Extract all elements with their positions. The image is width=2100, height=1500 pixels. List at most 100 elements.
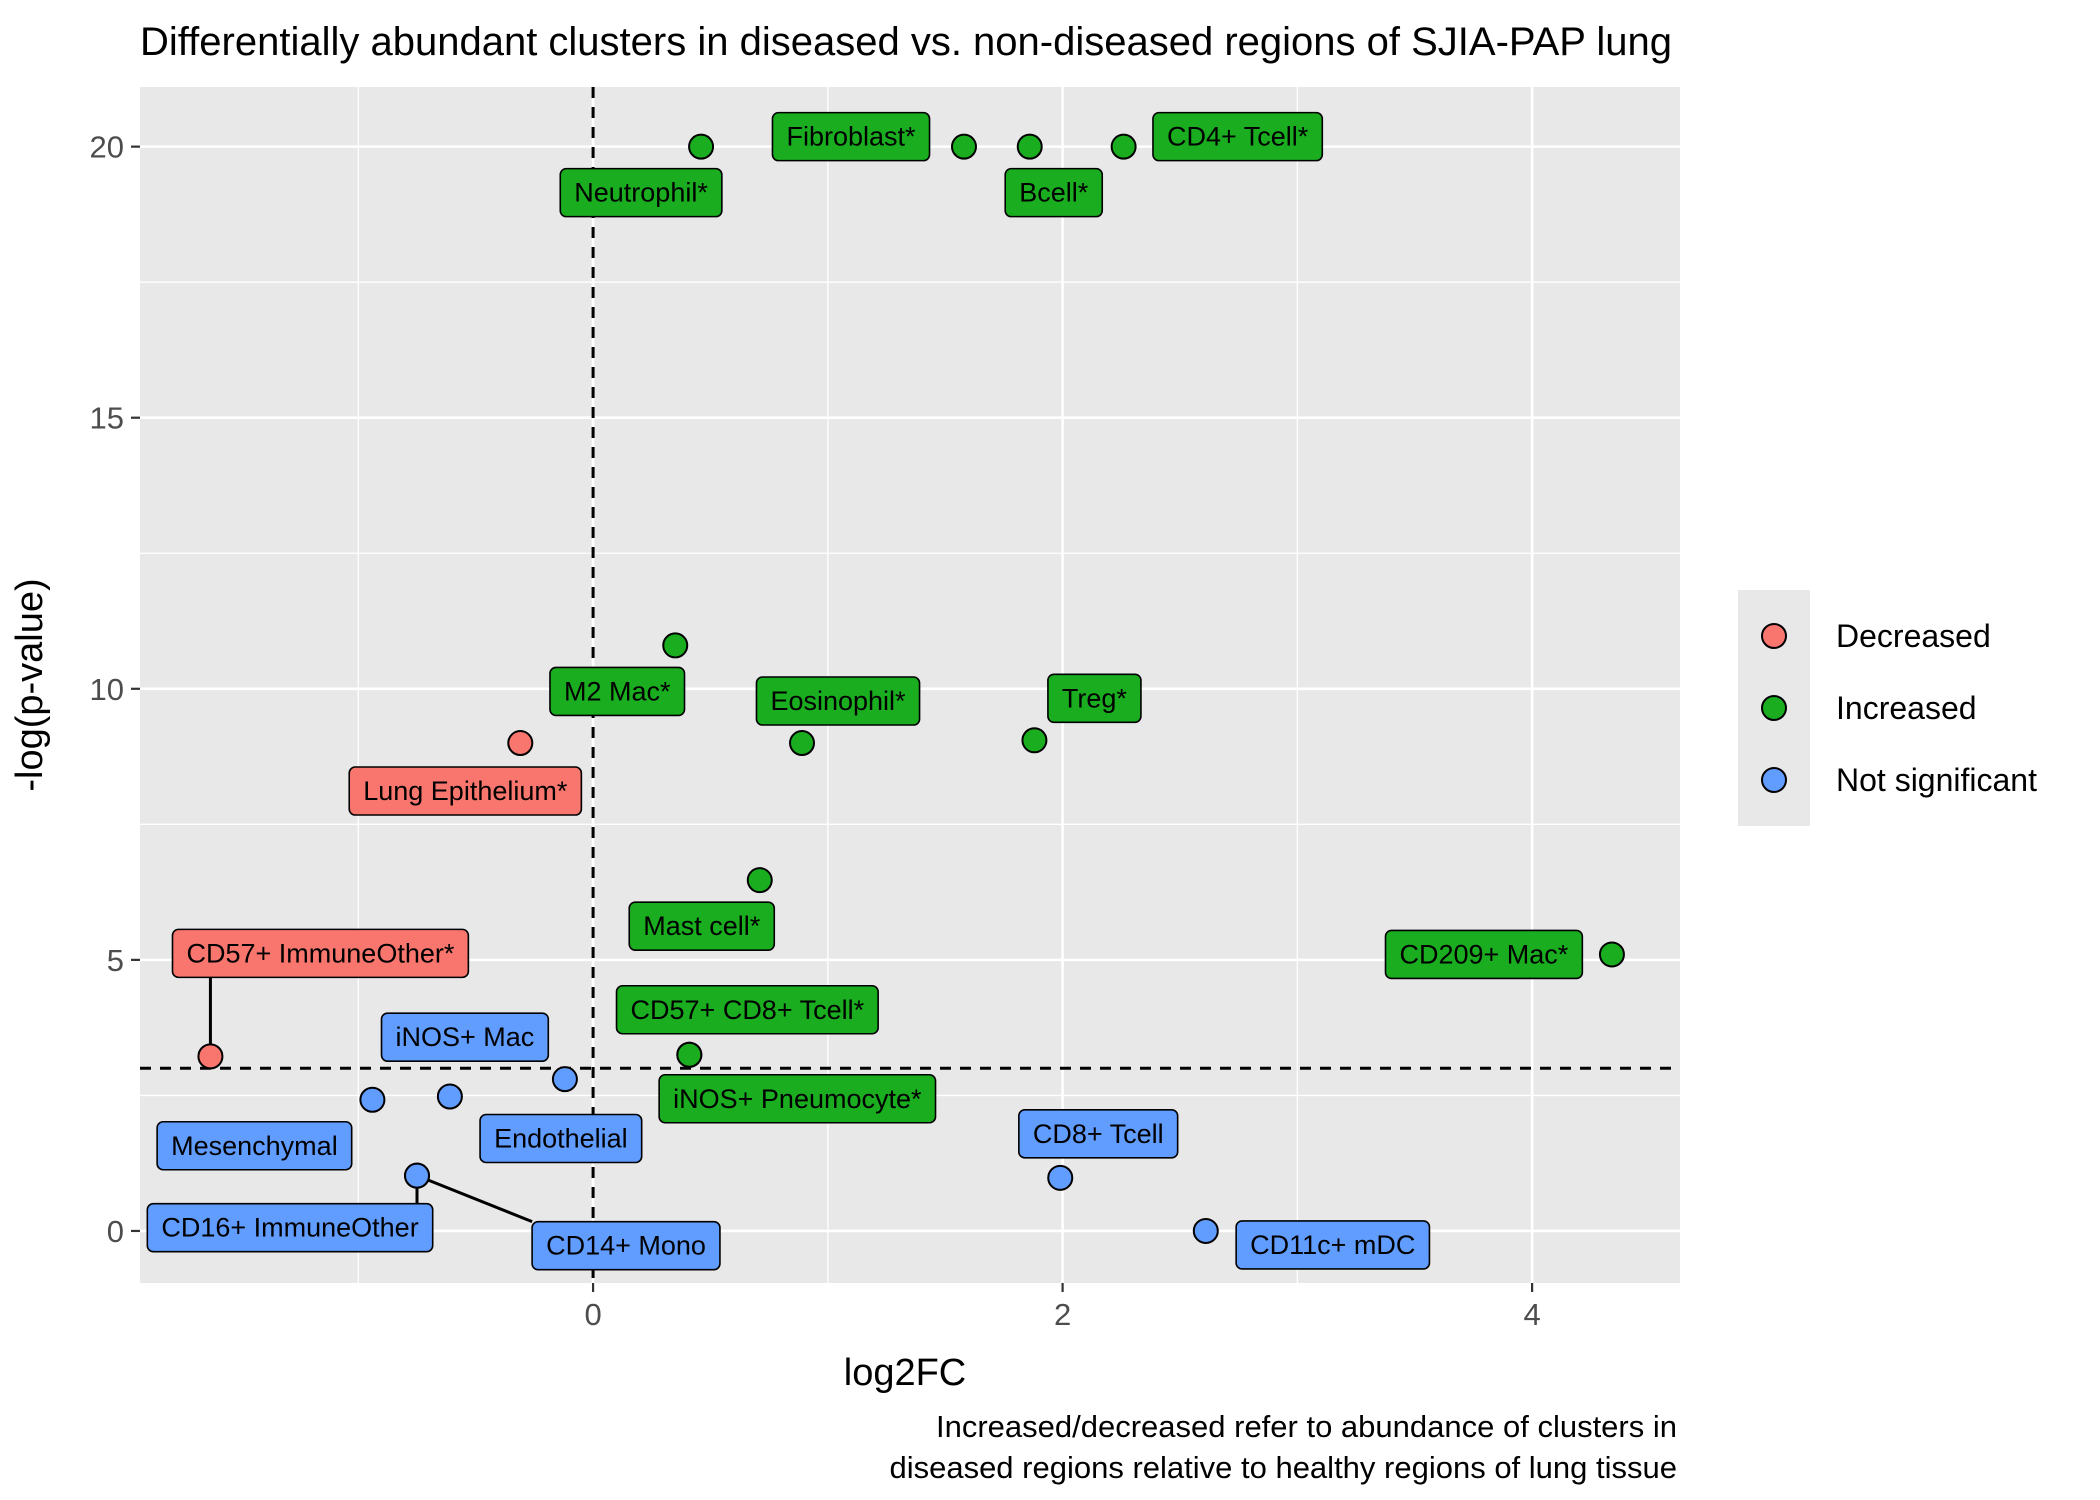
point-cd209-mac bbox=[1598, 941, 1625, 968]
legend-label-decreased: Decreased bbox=[1836, 618, 1991, 654]
point-bcell bbox=[1016, 133, 1043, 160]
point-label-text: CD209+ Mac* bbox=[1399, 939, 1568, 969]
y-tick-label: 15 bbox=[90, 401, 124, 436]
point-mast-cell bbox=[746, 867, 773, 894]
point-lung-epithelium bbox=[507, 730, 534, 757]
point-label-endothelial: Endothelial bbox=[479, 1113, 643, 1164]
point-label-text: CD57+ ImmuneOther* bbox=[186, 938, 454, 968]
point-label-cd4-tcell: CD4+ Tcell* bbox=[1152, 111, 1324, 162]
point-label-lung-epithelium: Lung Epithelium* bbox=[348, 766, 583, 816]
point-label-text: Bcell* bbox=[1019, 178, 1089, 208]
point-label-text: Eosinophil* bbox=[770, 686, 906, 716]
point-m2-mac bbox=[662, 632, 689, 659]
point-label-box bbox=[549, 666, 686, 717]
point-label-text: CD14+ Mono bbox=[546, 1231, 706, 1261]
point-label-cd57-cd8-tcell: CD57+ CD8+ Tcell* bbox=[615, 984, 879, 1035]
point-cd8-tcell bbox=[1047, 1164, 1074, 1191]
point-label-box bbox=[380, 1012, 550, 1062]
point-label-cd57-immuneother: CD57+ ImmuneOther* bbox=[171, 928, 470, 979]
point-labels: Lung Epithelium* CD57+ ImmuneOther* Neutro… bbox=[146, 111, 1584, 1271]
point-treg bbox=[1021, 727, 1048, 754]
point-label-cd8-tcell: CD8+ Tcell bbox=[1018, 1109, 1179, 1159]
point-label-text: CD16+ ImmuneOther bbox=[161, 1213, 418, 1243]
legend-key-not-significant bbox=[1761, 767, 1787, 793]
point-label-fibroblast: Fibroblast* bbox=[771, 111, 931, 162]
point-label-box bbox=[658, 1073, 937, 1124]
point-label-m2-mac: M2 Mac* bbox=[549, 666, 686, 717]
point-label-text: iNOS+ Mac bbox=[396, 1022, 535, 1052]
point-label-box bbox=[755, 676, 921, 726]
legend-label-increased: Increased bbox=[1836, 690, 1977, 726]
point-mesenchymal bbox=[359, 1086, 386, 1113]
point-label-text: Endothelial bbox=[494, 1123, 628, 1153]
point-label-box bbox=[628, 901, 776, 951]
x-tick-label: 2 bbox=[1054, 1297, 1071, 1332]
x-tick-label: 0 bbox=[584, 1297, 601, 1332]
x-axis-title: log2FC bbox=[844, 1352, 967, 1394]
point-fibroblast bbox=[950, 133, 977, 160]
point-neutrophil bbox=[688, 133, 715, 160]
point-inos-pneumocyte bbox=[676, 1041, 703, 1068]
legend-key-increased bbox=[1761, 695, 1787, 721]
point-label-box bbox=[1004, 167, 1104, 218]
point-label-box bbox=[479, 1113, 643, 1164]
point-label-box bbox=[171, 928, 470, 979]
caption-line-2: diseased regions relative to healthy reg… bbox=[889, 1450, 1677, 1485]
point-label-box bbox=[1047, 673, 1142, 724]
point-label-text: Fibroblast* bbox=[786, 122, 916, 152]
point-label-box bbox=[615, 984, 879, 1035]
threshold-lines bbox=[140, 87, 1680, 1283]
y-axis-title: -log(p-value) bbox=[9, 578, 51, 791]
point-label-neutrophil: Neutrophil* bbox=[559, 167, 723, 218]
point-label-box bbox=[531, 1220, 721, 1271]
point-label-box bbox=[559, 167, 723, 218]
point-label-text: Neutrophil* bbox=[574, 178, 708, 208]
y-tick-label: 5 bbox=[107, 943, 124, 978]
point-inos-mac bbox=[551, 1066, 578, 1093]
point-label-text: CD57+ CD8+ Tcell* bbox=[631, 995, 865, 1025]
y-tick-label: 10 bbox=[90, 672, 124, 707]
point-label-box bbox=[146, 1202, 434, 1253]
y-tick-label: 20 bbox=[90, 130, 124, 165]
point-label-mast-cell: Mast cell* bbox=[628, 901, 776, 951]
caption-line-1: Increased/decreased refer to abundance o… bbox=[936, 1409, 1677, 1444]
legend-label-not-significant: Not significant bbox=[1836, 762, 2037, 798]
y-tick-label: 0 bbox=[107, 1214, 124, 1249]
point-cd57-immuneother bbox=[197, 1043, 224, 1070]
point-label-mesenchymal: Mesenchymal bbox=[156, 1120, 353, 1171]
point-label-box bbox=[1384, 929, 1584, 980]
chart-title: Differentially abundant clusters in dise… bbox=[140, 20, 1672, 64]
point-label-cd16-immuneother: CD16+ ImmuneOther bbox=[146, 1202, 434, 1253]
point-label-text: iNOS+ Pneumocyte* bbox=[673, 1084, 922, 1114]
legend: Decreased Increased Not significant bbox=[1738, 590, 2037, 826]
point-label-bcell: Bcell* bbox=[1004, 167, 1104, 218]
point-cd11c-mdc bbox=[1192, 1217, 1219, 1244]
point-label-text: Mast cell* bbox=[643, 911, 761, 941]
point-label-text: Lung Epithelium* bbox=[363, 776, 568, 806]
point-label-text: CD4+ Tcell* bbox=[1167, 122, 1309, 152]
point-label-box bbox=[348, 766, 583, 816]
point-label-cd14-mono: CD14+ Mono bbox=[531, 1220, 721, 1271]
point-endothelial bbox=[436, 1083, 463, 1110]
point-label-box bbox=[1235, 1220, 1431, 1270]
point-label-box bbox=[1152, 111, 1324, 162]
point-label-treg: Treg* bbox=[1047, 673, 1142, 724]
point-label-box bbox=[156, 1120, 353, 1171]
point-label-box bbox=[1018, 1109, 1179, 1159]
point-label-text: Treg* bbox=[1062, 683, 1128, 713]
point-label-text: CD8+ Tcell bbox=[1033, 1119, 1164, 1149]
point-label-text: M2 Mac* bbox=[564, 676, 671, 706]
point-label-text: CD11c+ mDC bbox=[1250, 1230, 1415, 1260]
data-points bbox=[197, 133, 1625, 1244]
point-eosinophil bbox=[789, 730, 816, 757]
point-cd14-mono bbox=[404, 1162, 431, 1189]
point-label-inos-pneumocyte: iNOS+ Pneumocyte* bbox=[658, 1073, 937, 1124]
point-label-text: Mesenchymal bbox=[171, 1131, 338, 1161]
point-label-cd209-mac: CD209+ Mac* bbox=[1384, 929, 1584, 980]
legend-key-decreased bbox=[1761, 623, 1787, 649]
axes: 0 2 4 0 5 10 15 20 bbox=[90, 130, 1541, 1332]
x-tick-label: 4 bbox=[1523, 1297, 1540, 1332]
point-label-inos-mac: iNOS+ Mac bbox=[380, 1012, 550, 1062]
connector-cd14-mono bbox=[416, 1174, 533, 1224]
